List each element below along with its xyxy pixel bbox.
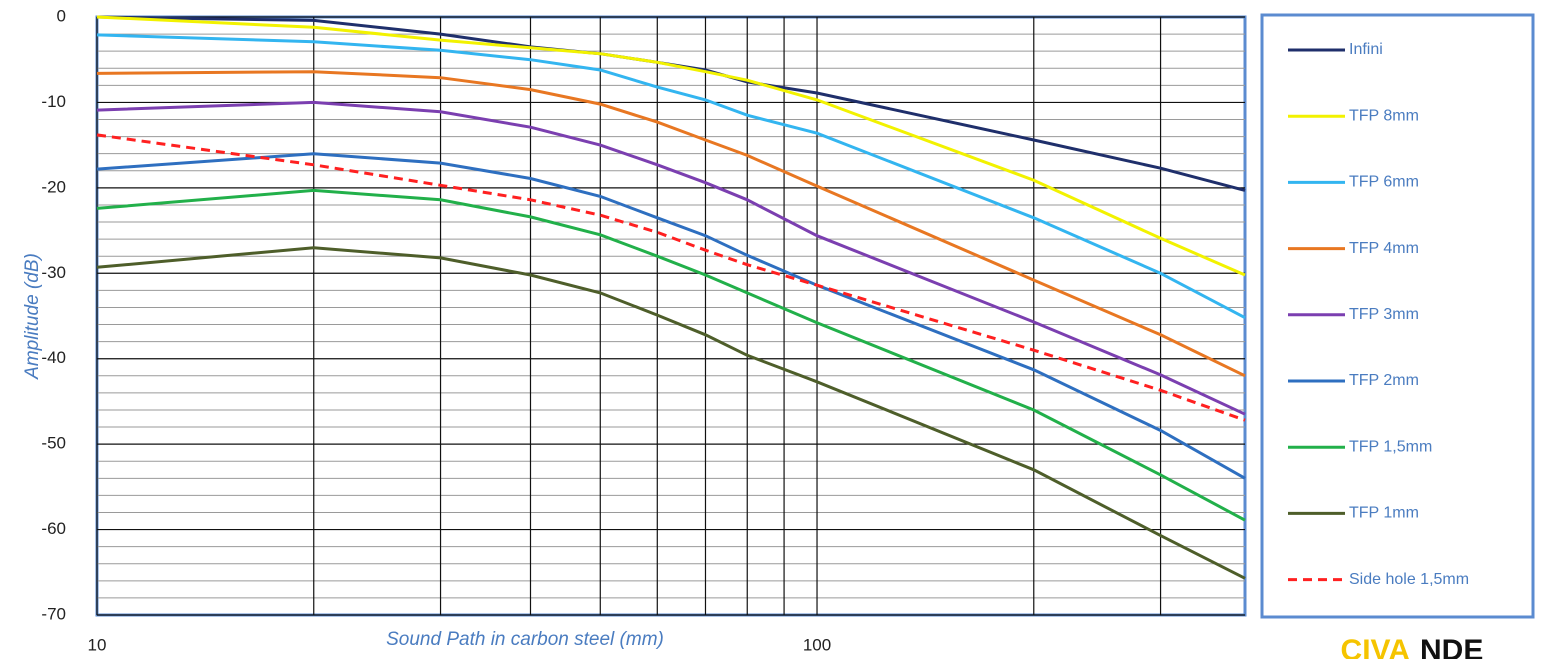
y-tick-label: -20 [41,177,66,196]
y-tick-label: -10 [41,92,66,111]
series-line [96,152,1246,480]
y-tick-label: -60 [41,519,66,538]
legend-label: TFP 6mm [1349,174,1419,191]
legend-label: Side hole 1,5mm [1349,571,1469,588]
series-line [96,15,1246,277]
y-tick-label: -70 [41,604,66,623]
legend-label: TFP 1mm [1349,505,1419,522]
legend-label: TFP 1,5mm [1349,438,1432,455]
series-line [96,100,1246,416]
y-axis-label: Amplitude (dB) [22,253,43,380]
legend-label: TFP 3mm [1349,306,1419,323]
series-line [96,70,1246,378]
x-tick-label: 100 [803,635,831,654]
legend-label: TFP 2mm [1349,372,1419,389]
series-line [96,188,1246,522]
y-tick-label: -30 [41,263,66,282]
series-line [96,33,1246,320]
y-tick-label: -50 [41,434,66,453]
legend-label: TFP 4mm [1349,240,1419,257]
x-tick-label: 10 [88,635,107,654]
logo-right: NDE [1420,634,1483,659]
y-tick-label: 0 [57,6,66,25]
series-line [96,246,1246,580]
legend-label: TFP 8mm [1349,107,1419,124]
x-axis-label: Sound Path in carbon steel (mm) [386,629,664,650]
logo-left: CIVA [1341,634,1410,659]
legend-label: Infini [1349,41,1383,58]
y-tick-label: -40 [41,348,66,367]
plot-area [95,15,1247,617]
